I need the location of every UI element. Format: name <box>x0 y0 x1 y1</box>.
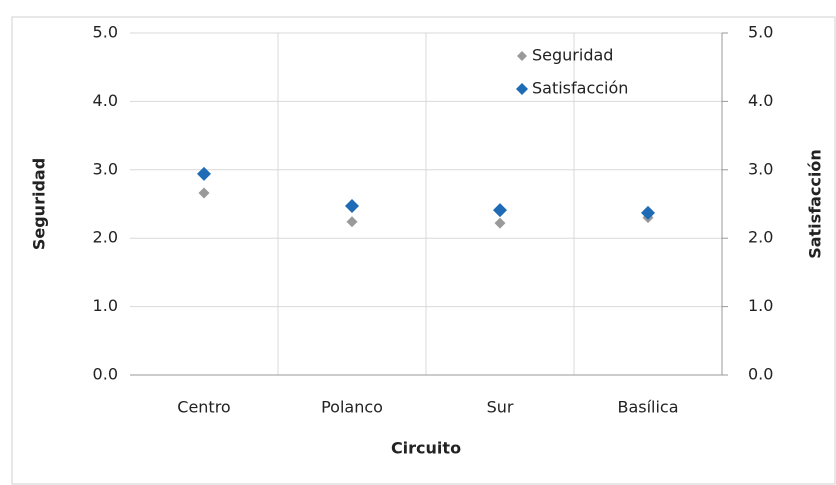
y2-axis-label: Satisfacción <box>806 149 825 259</box>
x-tick-label: Polanco <box>321 398 383 417</box>
x-tick-label: Sur <box>487 398 514 417</box>
x-tick-label: Centro <box>177 398 230 417</box>
y2-tick-label: 3.0 <box>748 159 773 178</box>
y2-tick-label: 5.0 <box>748 23 773 42</box>
y2-tick-label: 1.0 <box>748 296 773 315</box>
y-tick-label: 4.0 <box>93 91 118 110</box>
y2-tick-label: 4.0 <box>748 91 773 110</box>
y-tick-label: 0.0 <box>93 365 118 384</box>
y-tick-label: 5.0 <box>93 23 118 42</box>
y-tick-label: 3.0 <box>93 159 118 178</box>
y2-tick-label: 2.0 <box>748 228 773 247</box>
legend-label: Satisfacción <box>532 79 628 98</box>
marker <box>641 205 655 220</box>
marker <box>345 199 359 214</box>
y-axis-label: Seguridad <box>30 158 49 250</box>
chart-frame <box>11 16 836 485</box>
marker <box>197 166 211 181</box>
x-tick-label: Basílica <box>617 398 678 417</box>
marker <box>346 216 358 228</box>
y2-tick-label: 0.0 <box>748 365 773 384</box>
legend-label: Seguridad <box>532 46 613 65</box>
y-tick-label: 1.0 <box>93 296 118 315</box>
y-tick-label: 2.0 <box>93 228 118 247</box>
marker <box>494 217 506 229</box>
legend-marker <box>516 83 528 95</box>
legend-marker <box>517 51 527 61</box>
x-axis-label: Circuito <box>391 439 461 458</box>
marker <box>198 187 210 199</box>
marker <box>493 203 507 218</box>
